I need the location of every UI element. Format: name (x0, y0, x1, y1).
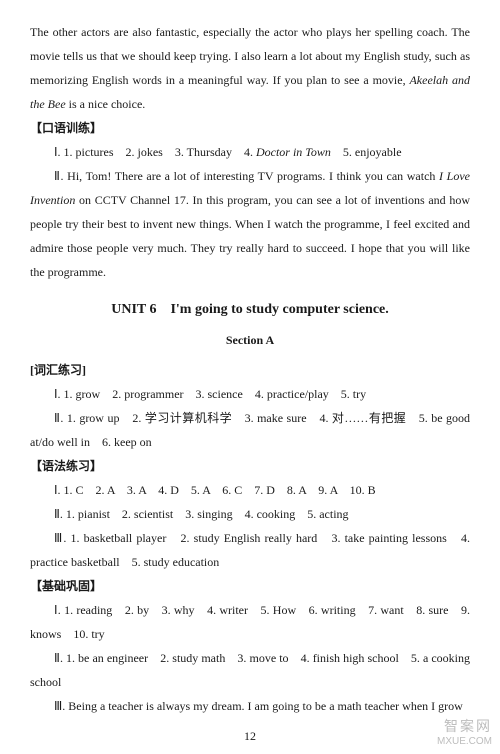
unit-title: UNIT 6 I'm going to study computer scien… (30, 296, 470, 324)
grammar-line1: Ⅰ. 1. C 2. A 3. A 4. D 5. A 6. C 7. D 8.… (30, 478, 470, 502)
basic-line3: Ⅲ. Being a teacher is always my dream. I… (30, 694, 470, 718)
oral-label: 【口语训练】 (30, 116, 470, 140)
watermark-top: 智案网 (437, 717, 492, 735)
grammar-line2: Ⅱ. 1. pianist 2. scientist 3. singing 4.… (30, 502, 470, 526)
watermark: 智案网 MXUE.COM (437, 717, 492, 748)
basic-line2: Ⅱ. 1. be an engineer 2. study math 3. mo… (30, 646, 470, 694)
oral-line2-b: on CCTV Channel 17. In this program, you… (30, 193, 470, 279)
vocab-label: [词汇练习] (30, 358, 470, 382)
oral-line1-b: 5. enjoyable (331, 145, 402, 159)
basic-line1: Ⅰ. 1. reading 2. by 3. why 4. writer 5. … (30, 598, 470, 646)
grammar-label: 【语法练习】 (30, 454, 470, 478)
intro-paragraph: The other actors are also fantastic, esp… (30, 20, 470, 116)
watermark-bottom: MXUE.COM (437, 735, 492, 748)
intro-text-b: is a nice choice. (66, 97, 146, 111)
intro-text-a: The other actors are also fantastic, esp… (30, 25, 470, 87)
vocab-line1: Ⅰ. 1. grow 2. programmer 3. science 4. p… (30, 382, 470, 406)
oral-line1-a: Ⅰ. 1. pictures 2. jokes 3. Thursday 4. (54, 145, 256, 159)
oral-line1: Ⅰ. 1. pictures 2. jokes 3. Thursday 4. D… (30, 140, 470, 164)
vocab-line2: Ⅱ. 1. grow up 2. 学习计算机科学 3. make sure 4.… (30, 406, 470, 454)
oral-line1-title: Doctor in Town (256, 145, 331, 159)
oral-line2: Ⅱ. Hi, Tom! There are a lot of interesti… (30, 164, 470, 284)
section-a-label: Section A (30, 328, 470, 352)
oral-line2-a: Ⅱ. Hi, Tom! There are a lot of interesti… (54, 169, 439, 183)
grammar-line3: Ⅲ. 1. basketball player 2. study English… (30, 526, 470, 574)
basic-label: 【基础巩固】 (30, 574, 470, 598)
page-number: 12 (30, 724, 470, 748)
